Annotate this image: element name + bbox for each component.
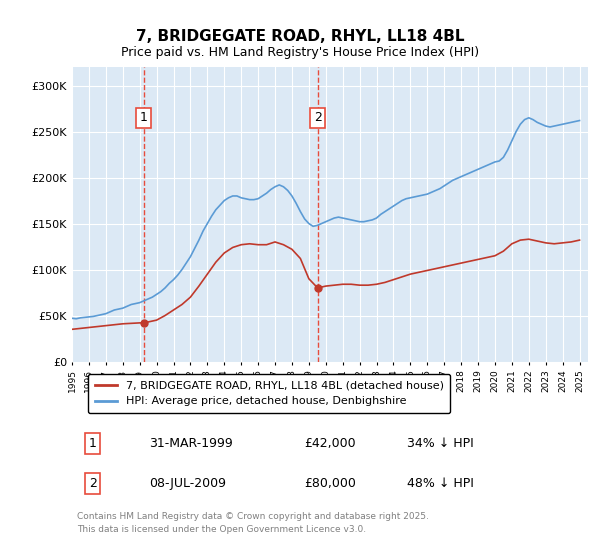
Text: £80,000: £80,000 (304, 477, 356, 490)
Text: 08-JUL-2009: 08-JUL-2009 (149, 477, 226, 490)
Text: 2: 2 (314, 111, 322, 124)
Text: 48% ↓ HPI: 48% ↓ HPI (407, 477, 474, 490)
Text: 31-MAR-1999: 31-MAR-1999 (149, 437, 233, 450)
Text: 7, BRIDGEGATE ROAD, RHYL, LL18 4BL: 7, BRIDGEGATE ROAD, RHYL, LL18 4BL (136, 29, 464, 44)
Text: Price paid vs. HM Land Registry's House Price Index (HPI): Price paid vs. HM Land Registry's House … (121, 45, 479, 59)
Text: Contains HM Land Registry data © Crown copyright and database right 2025.
This d: Contains HM Land Registry data © Crown c… (77, 512, 429, 534)
Text: 1: 1 (89, 437, 97, 450)
Legend: 7, BRIDGEGATE ROAD, RHYL, LL18 4BL (detached house), HPI: Average price, detache: 7, BRIDGEGATE ROAD, RHYL, LL18 4BL (deta… (88, 374, 451, 413)
Text: 34% ↓ HPI: 34% ↓ HPI (407, 437, 474, 450)
Text: £42,000: £42,000 (304, 437, 356, 450)
Text: 2: 2 (89, 477, 97, 490)
Text: 1: 1 (140, 111, 148, 124)
